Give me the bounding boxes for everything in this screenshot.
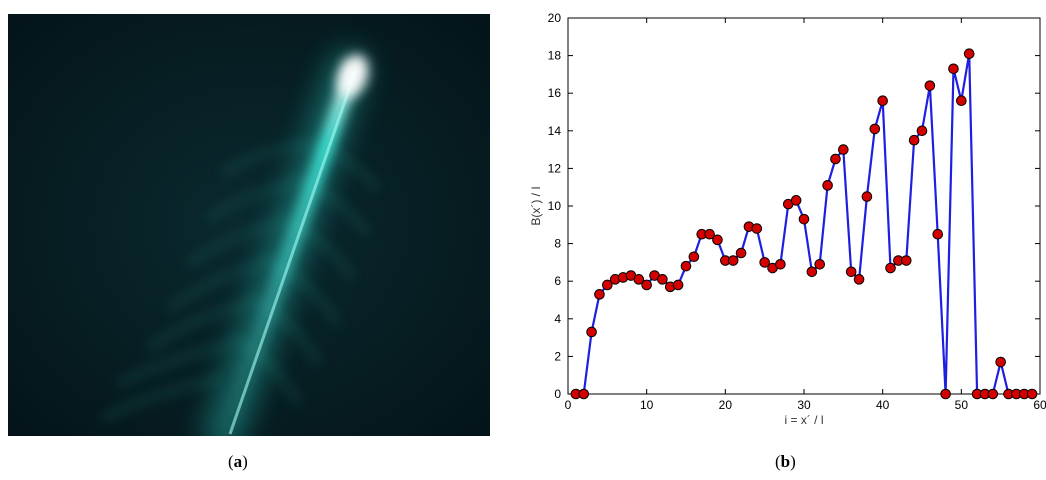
data-point	[908, 134, 920, 146]
data-point	[602, 279, 613, 291]
streak-photo-image	[8, 14, 490, 436]
data-point	[727, 255, 739, 266]
data-point	[751, 223, 763, 234]
panel-a-label: (a)	[228, 452, 248, 471]
data-point	[586, 326, 597, 338]
data-point	[672, 279, 684, 291]
data-point	[932, 228, 944, 240]
y-tick-label: 8	[554, 237, 561, 251]
data-point	[861, 191, 873, 202]
data-point	[712, 234, 723, 246]
data-point	[641, 279, 652, 291]
data-point	[688, 251, 700, 263]
y-tick-label: 6	[554, 274, 561, 288]
x-tick-label: 60	[1033, 398, 1046, 412]
y-tick-label: 18	[548, 49, 562, 63]
line-chart: 0 10 20 30 40 50 60 0 2 4 6 8 10 12 14 16 18 20 i = x´ / …	[529, 11, 1046, 427]
data-point	[877, 95, 888, 107]
y-tick-label: 14	[548, 124, 562, 138]
data-point	[806, 266, 818, 278]
y-tick-label: 16	[548, 86, 562, 100]
data-point	[987, 388, 999, 400]
data-point	[869, 123, 881, 135]
data-point	[963, 48, 975, 60]
y-axis-title: B(x´) / I	[529, 186, 543, 225]
x-tick-label: 10	[640, 398, 654, 412]
data-point	[885, 262, 896, 274]
data-point	[798, 213, 810, 225]
data-point	[916, 125, 928, 137]
data-point	[845, 266, 857, 278]
data-point	[838, 144, 849, 155]
x-tick-label: 50	[955, 398, 969, 412]
data-point	[940, 388, 951, 400]
x-tick-label: 40	[876, 398, 890, 412]
data-point	[680, 260, 692, 272]
data-point	[1026, 388, 1038, 400]
y-tick-label: 0	[554, 387, 561, 401]
y-tick-label: 2	[554, 349, 561, 363]
plot-area: 0 10 20 30 40 50 60 0 2 4 6 8 10 12 14 16 18 20	[548, 11, 1046, 412]
data-point	[924, 80, 936, 91]
y-tick-label: 20	[548, 11, 562, 25]
data-point	[814, 258, 826, 270]
data-point	[948, 63, 959, 75]
data-point	[790, 195, 802, 206]
x-tick-label: 0	[565, 398, 572, 412]
data-point	[853, 274, 865, 285]
y-tick-label: 4	[554, 312, 561, 326]
y-tick-label: 12	[548, 161, 562, 175]
data-point	[735, 247, 747, 259]
y-tick-label: 10	[548, 199, 562, 213]
data-point	[594, 289, 605, 300]
data-point	[578, 388, 590, 400]
data-point	[822, 180, 833, 191]
plot-frame	[567, 17, 1041, 395]
data-point	[830, 153, 841, 165]
x-tick-label: 30	[797, 398, 811, 412]
panel-b-label: (b)	[775, 452, 796, 471]
data-point	[956, 95, 967, 107]
data-point	[704, 228, 715, 240]
data-point	[995, 356, 1006, 368]
data-point	[900, 255, 912, 266]
data-point	[759, 257, 770, 268]
data-point	[775, 258, 786, 270]
data-point	[657, 274, 668, 285]
x-axis-title: i = x´ / l	[784, 413, 823, 427]
x-tick-label: 20	[719, 398, 733, 412]
data-point	[633, 274, 645, 285]
